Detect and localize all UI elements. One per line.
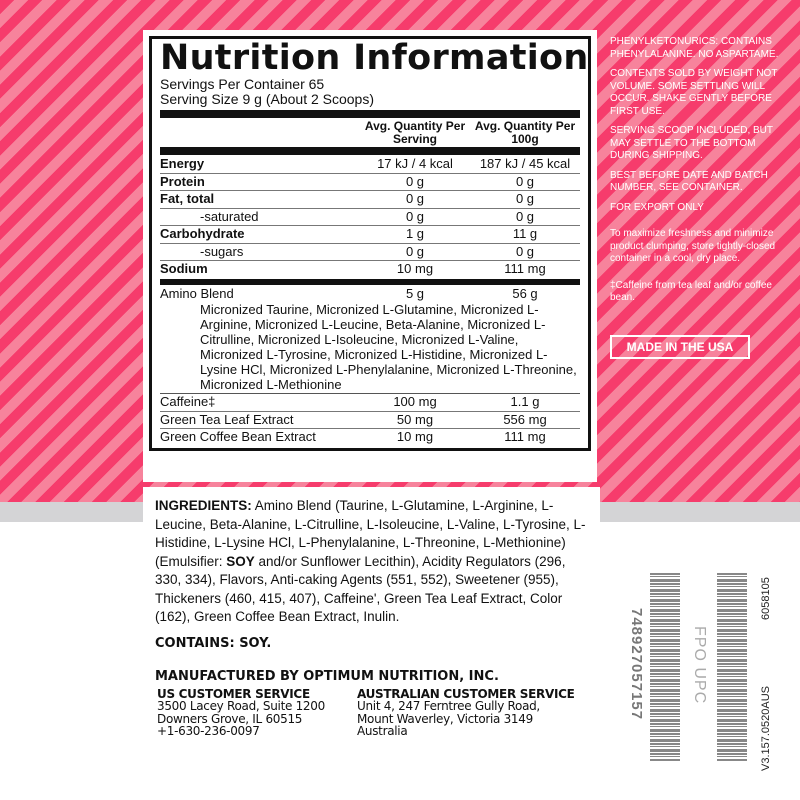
- row-per100: 0 g: [515, 243, 535, 259]
- row-serving: 1 g: [405, 226, 425, 241]
- address-line: Mount Waverley, Victoria 3149: [357, 711, 533, 726]
- table-row: Energy 17 kJ / 4 kcal 187 kJ / 45 kcal: [160, 156, 580, 174]
- row-label: -sugars: [200, 243, 244, 259]
- row-serving: 0 g: [405, 173, 425, 189]
- ingredients-part: Amino Blend (Taurine, L-Glutamine, L-Arg…: [155, 498, 586, 569]
- col-per-100g: Avg. Quantity Per 100g: [474, 119, 576, 146]
- row-label: Caffeine‡: [160, 394, 216, 409]
- table-row-amino: Amino Blend 5 g 56 g: [160, 286, 580, 303]
- row-label: Green Coffee Bean Extract: [160, 429, 316, 444]
- col-per-serving: Avg. Quantity Per Serving: [364, 119, 466, 146]
- divider: [160, 147, 580, 155]
- table-header: Avg. Quantity Per Serving Avg. Quantity …: [160, 119, 580, 147]
- ingredients-part: and/or Sunflower Lecithin), Acidity Regu…: [155, 553, 566, 625]
- row-label: Fat, total: [160, 191, 215, 206]
- address-line: 3500 Lacey Road, Suite 1200: [157, 699, 325, 713]
- divider: [160, 110, 580, 118]
- row-per100: 0 g: [515, 191, 535, 206]
- serving-size: Serving Size 9 g (About 2 Scoops): [160, 91, 375, 107]
- row-label: Amino Blend: [160, 285, 234, 301]
- pku-warning: PHENYLKETONURICS: CONTAINS PHENYLALANINE…: [610, 36, 779, 60]
- row-label: Energy: [160, 156, 205, 171]
- upc-number: 748927057157: [628, 608, 645, 721]
- export-note: FOR EXPORT ONLY: [610, 201, 704, 213]
- row-per100: 0 g: [515, 173, 535, 189]
- made-in-usa-badge: MADE IN THE USA: [610, 334, 750, 359]
- row-serving: 10 mg: [396, 429, 434, 444]
- allergen-soy: SOY: [226, 553, 255, 569]
- version-code: V3.157.0520AUS: [760, 685, 772, 771]
- address-line: Unit 4, 247 Ferntree Gully Road,: [357, 699, 540, 713]
- addresses: US CUSTOMER SERVICE 3500 Lacey Road, Sui…: [155, 686, 595, 738]
- row-serving: 10 mg: [396, 261, 434, 276]
- table-row: Green Coffee Bean Extract 10 mg 111 mg: [160, 429, 580, 446]
- item-code: 6058105: [760, 577, 772, 620]
- best-before-note: BEST BEFORE DATE AND BATCH NUMBER, SEE C…: [610, 169, 768, 194]
- us-heading: US CUSTOMER SERVICE: [157, 686, 310, 701]
- scoop-note: SERVING SCOOP INCLUDED, BUT MAY SETTLE T…: [610, 125, 773, 161]
- us-address: US CUSTOMER SERVICE 3500 Lacey Road, Sui…: [155, 686, 357, 738]
- ingredients-heading: INGREDIENTS:: [155, 498, 252, 513]
- nutrition-title: Nutrition Information: [160, 38, 589, 78]
- storage-note: To maximize freshness and minimize produ…: [610, 228, 776, 264]
- row-per100: 111 mg: [504, 429, 546, 444]
- row-label: Green Tea Leaf Extract: [160, 411, 294, 427]
- row-per100: 56 g: [512, 285, 538, 301]
- address-line: Australia: [357, 724, 408, 738]
- table-row: Green Tea Leaf Extract 50 mg 556 mg: [160, 411, 580, 429]
- row-per100: 11 g: [512, 226, 538, 241]
- row-per100: 187 kJ / 45 kcal: [479, 156, 571, 171]
- row-per100: 0 g: [515, 208, 535, 224]
- row-serving: 0 g: [405, 208, 425, 224]
- settling-note: CONTENTS SOLD BY WEIGHT NOT VOLUME. SOME…: [610, 68, 778, 117]
- allergen-statement: CONTAINS: SOY.: [155, 635, 272, 651]
- manufacturer-title: MANUFACTURED BY OPTIMUM NUTRITION, INC.: [155, 668, 499, 684]
- row-serving: 5 g: [405, 285, 425, 301]
- amino-blend-description: Micronized Taurine, Micronized L-Glutami…: [160, 302, 580, 394]
- nutrition-panel: Nutrition Information Servings Per Conta…: [143, 30, 597, 482]
- row-serving: 0 g: [405, 191, 425, 206]
- address-line: Downers Grove, IL 60515: [157, 711, 303, 726]
- row-serving: 100 mg: [393, 394, 437, 409]
- au-heading: AUSTRALIAN CUSTOMER SERVICE: [357, 686, 575, 701]
- row-serving: 50 mg: [396, 411, 434, 427]
- row-per100: 111 mg: [504, 261, 546, 276]
- table-row: Protein 0 g 0 g: [160, 173, 580, 191]
- table-row: Carbohydrate 1 g 11 g: [160, 226, 580, 244]
- barcode-bars: [650, 573, 680, 761]
- row-per100: 556 mg: [503, 411, 547, 427]
- table-row: Sodium 10 mg 111 mg: [160, 261, 580, 278]
- row-serving: 17 kJ / 4 kcal: [377, 156, 453, 171]
- phone: +1-630-236-0097: [157, 724, 260, 738]
- barcode-bars: [717, 573, 747, 761]
- servings-per-container: Servings Per Container 65: [160, 76, 325, 92]
- divider: [160, 278, 580, 285]
- table-row: Caffeine‡ 100 mg 1.1 g: [160, 394, 580, 412]
- table-row: Fat, total 0 g 0 g: [160, 191, 580, 209]
- row-per100: 1.1 g: [510, 394, 540, 409]
- side-notes: PHENYLKETONURICS: CONTAINS PHENYLALANINE…: [610, 36, 796, 359]
- row-label: Protein: [160, 173, 205, 189]
- ingredients-panel: INGREDIENTS: Amino Blend (Taurine, L-Glu…: [143, 487, 600, 800]
- caffeine-footnote: ‡Caffeine from tea leaf and/or coffee be…: [610, 279, 772, 304]
- table-row: -saturated 0 g 0 g: [160, 208, 580, 226]
- fpo-upc-label: FPO UPC: [691, 626, 708, 705]
- row-serving: 0 g: [405, 243, 425, 259]
- table-row: -sugars 0 g 0 g: [160, 243, 580, 261]
- row-label: Sodium: [160, 261, 208, 276]
- ingredients-text: INGREDIENTS: Amino Blend (Taurine, L-Glu…: [155, 497, 595, 627]
- row-label: -saturated: [200, 208, 259, 224]
- au-address: AUSTRALIAN CUSTOMER SERVICE Unit 4, 247 …: [357, 686, 575, 738]
- row-label: Carbohydrate: [160, 226, 245, 241]
